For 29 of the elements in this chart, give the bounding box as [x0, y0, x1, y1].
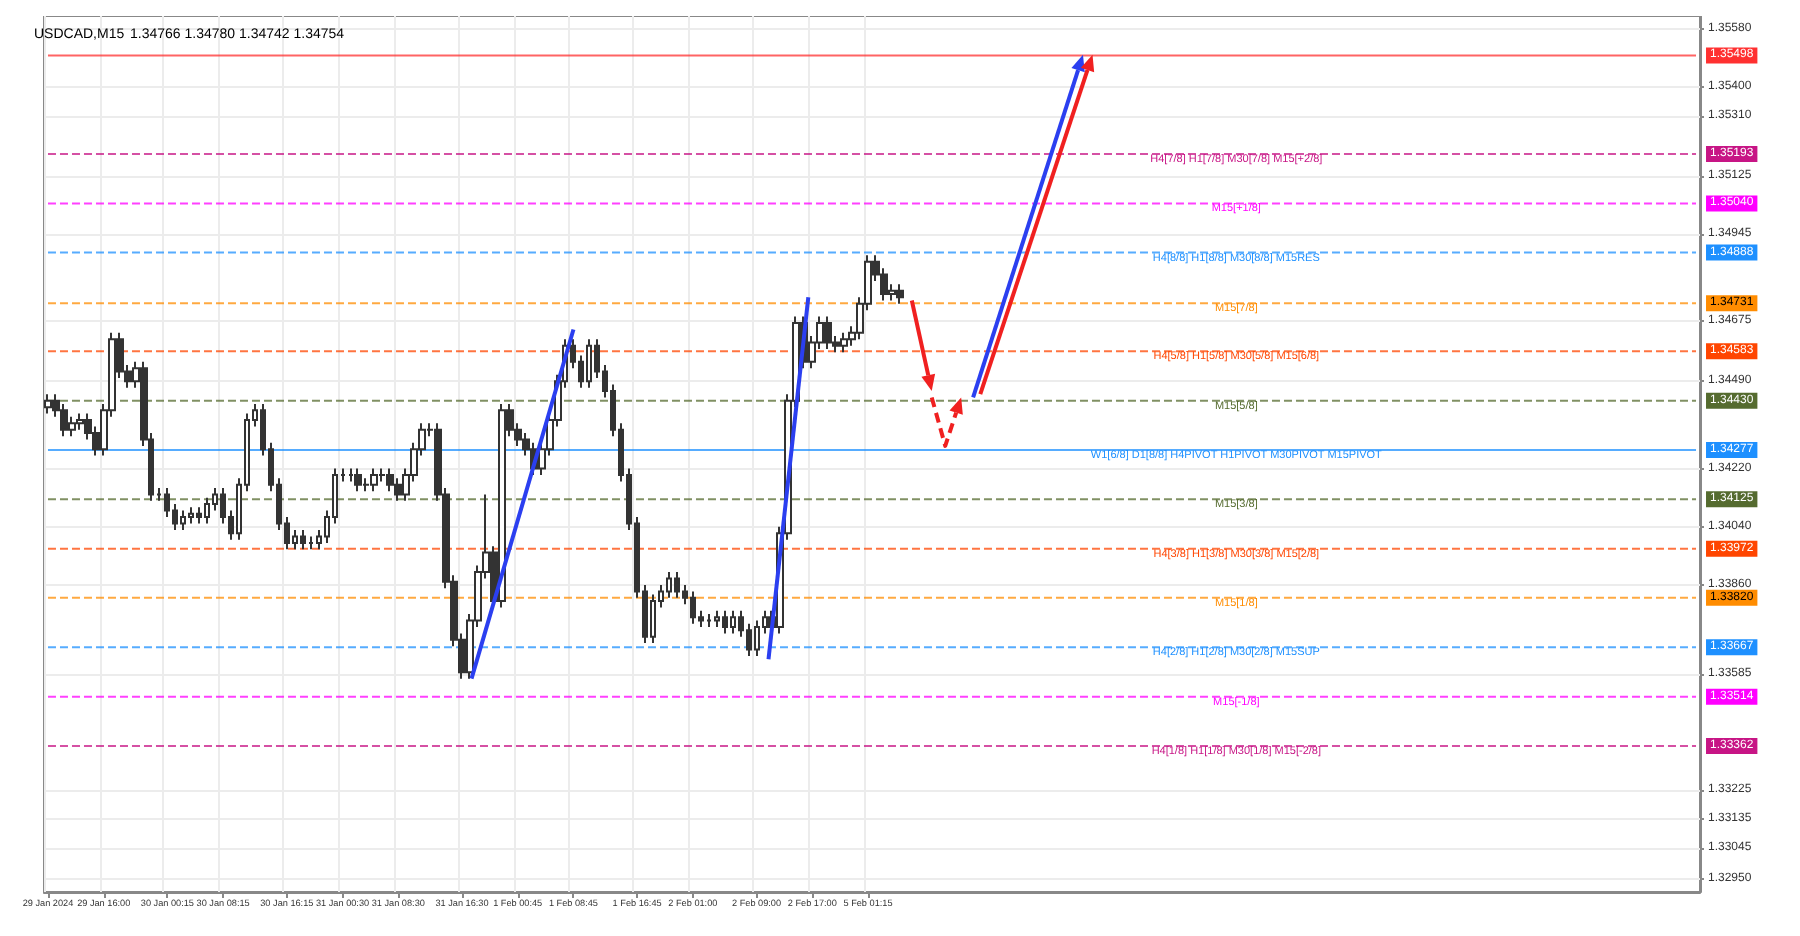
candlestick: [730, 609, 736, 635]
candlestick: [308, 535, 314, 551]
candlestick: [586, 338, 592, 389]
candlestick: [44, 393, 52, 415]
candlestick: [754, 619, 760, 658]
candlestick: [690, 590, 696, 625]
candlestick: [188, 506, 194, 525]
candlestick: [204, 496, 210, 525]
candlestick: [76, 412, 84, 431]
candlestick: [60, 402, 68, 438]
candlestick: [348, 467, 354, 483]
candlestick: [714, 609, 720, 628]
candlestick: [386, 467, 394, 493]
candlestick: [362, 477, 370, 493]
candlestick: [394, 477, 402, 502]
candlestick: [722, 609, 728, 635]
candlestick: [824, 315, 832, 350]
candlestick: [378, 467, 386, 483]
candlestick: [840, 331, 848, 354]
candlestick: [354, 467, 362, 493]
candlestick: [300, 528, 306, 551]
candlestick: [674, 570, 680, 599]
candlestick: [370, 467, 378, 493]
candlestick: [196, 506, 202, 525]
candlestick: [180, 509, 186, 531]
candlestick: [498, 402, 506, 609]
candlestick: [896, 283, 904, 305]
candlestick: [706, 613, 712, 628]
candlestick: [650, 593, 656, 645]
